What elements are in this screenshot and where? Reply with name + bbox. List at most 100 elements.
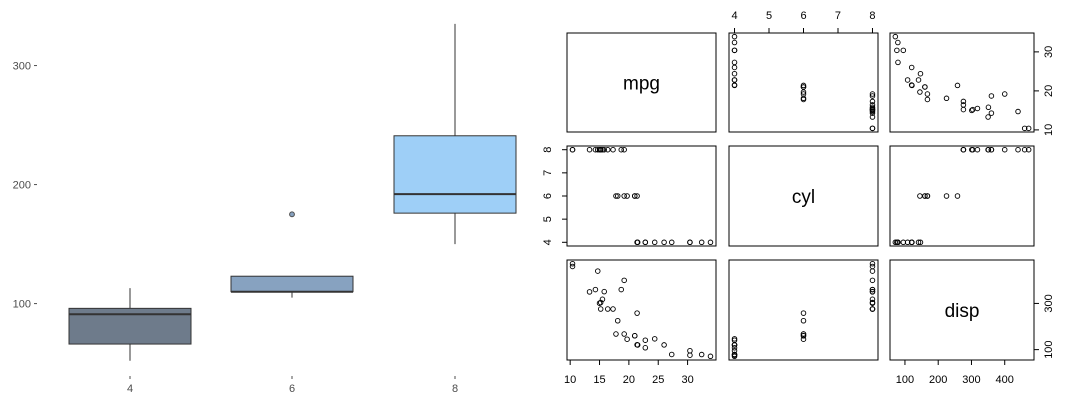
data-point [1015, 108, 1021, 115]
variable-label: cyl [792, 187, 815, 208]
axis-tick-label: 20 [1043, 85, 1055, 97]
data-point [624, 193, 630, 199]
axis-tick-label: 15 [593, 374, 605, 386]
data-point [731, 345, 738, 351]
outlier-point [289, 211, 295, 218]
data-point [634, 342, 640, 348]
data-point [869, 98, 876, 105]
axis-tick-label: 8 [869, 10, 875, 22]
data-point [698, 239, 705, 246]
data-point [569, 260, 576, 267]
data-point [604, 146, 611, 153]
data-point [904, 77, 911, 83]
data-point [1001, 91, 1008, 97]
data-point [569, 263, 576, 270]
axis-tick-label: 300 [1043, 294, 1055, 312]
axis-tick-label: 7 [835, 10, 841, 22]
data-point [687, 352, 693, 358]
data-point [601, 288, 607, 295]
data-point [917, 239, 924, 246]
data-point [974, 146, 981, 153]
data-point [895, 39, 901, 46]
data-point [917, 89, 923, 95]
data-point [731, 70, 738, 77]
data-point [586, 146, 593, 153]
data-point [668, 239, 675, 246]
data-point [915, 77, 922, 83]
data-point [604, 306, 611, 312]
data-point [800, 82, 807, 89]
data-point [668, 351, 675, 358]
axis-tick-label: 5 [542, 216, 554, 222]
scatter-matrix: mpg cyl disp 4 5 6 7 8 10 15 20 25 30 100 200 300 400 4 5 6… [542, 10, 1055, 386]
data-point [597, 306, 604, 312]
data-point [800, 96, 807, 103]
data-point [731, 39, 738, 46]
axis-tick-label: 6 [800, 10, 806, 22]
data-point [800, 318, 807, 324]
data-point [869, 277, 876, 284]
data-point [985, 146, 992, 153]
data-point [800, 91, 807, 97]
data-point [687, 348, 693, 354]
panel-frame [889, 259, 1035, 361]
data-point [869, 107, 876, 114]
data-point [731, 348, 738, 354]
data-point [661, 342, 667, 348]
y-tick-label: 200 [13, 180, 31, 192]
data-point [731, 77, 738, 83]
box-8 [393, 135, 517, 214]
data-point [954, 193, 961, 199]
data-point [618, 286, 624, 293]
axis-tick-label: 5 [766, 10, 772, 22]
data-point [922, 84, 928, 90]
data-point [642, 337, 649, 343]
data-point [592, 286, 599, 293]
data-point [731, 33, 738, 40]
data-point [631, 193, 638, 199]
data-point [634, 193, 640, 199]
data-point [613, 193, 619, 199]
axis-tick-label: 20 [623, 374, 635, 386]
data-point [596, 300, 603, 306]
data-point [869, 114, 876, 120]
data-point [698, 351, 705, 358]
data-point [731, 82, 738, 89]
data-point [869, 268, 876, 274]
data-point [908, 64, 915, 71]
data-point [988, 146, 995, 153]
data-point [610, 146, 616, 153]
data-point [621, 146, 627, 153]
data-point [731, 351, 738, 358]
data-point [869, 306, 876, 312]
data-point [954, 82, 961, 89]
axis-tick-label: 200 [929, 374, 947, 386]
data-point [1001, 146, 1008, 153]
data-point [869, 93, 876, 99]
panel-frame [566, 32, 717, 133]
data-point [1015, 146, 1021, 153]
data-point [869, 300, 876, 306]
data-point [1021, 125, 1028, 132]
data-point [892, 239, 899, 246]
data-point [909, 82, 915, 89]
data-point [800, 333, 807, 339]
data-point [869, 260, 876, 267]
data-point [687, 239, 693, 246]
axis-tick-label: 7 [542, 170, 554, 176]
data-point [960, 106, 967, 113]
data-point [909, 239, 915, 246]
panel-frame [889, 32, 1035, 133]
axis-tick-label: 25 [652, 374, 664, 386]
y-tick-label: 100 [13, 299, 31, 311]
data-point [924, 96, 931, 103]
data-point [731, 64, 738, 71]
data-point [869, 104, 876, 111]
data-point [731, 353, 738, 360]
data-point [642, 345, 649, 351]
data-point [917, 193, 923, 199]
y-tick-label: 300 [13, 61, 31, 73]
data-point [618, 146, 624, 153]
data-point [924, 193, 931, 199]
